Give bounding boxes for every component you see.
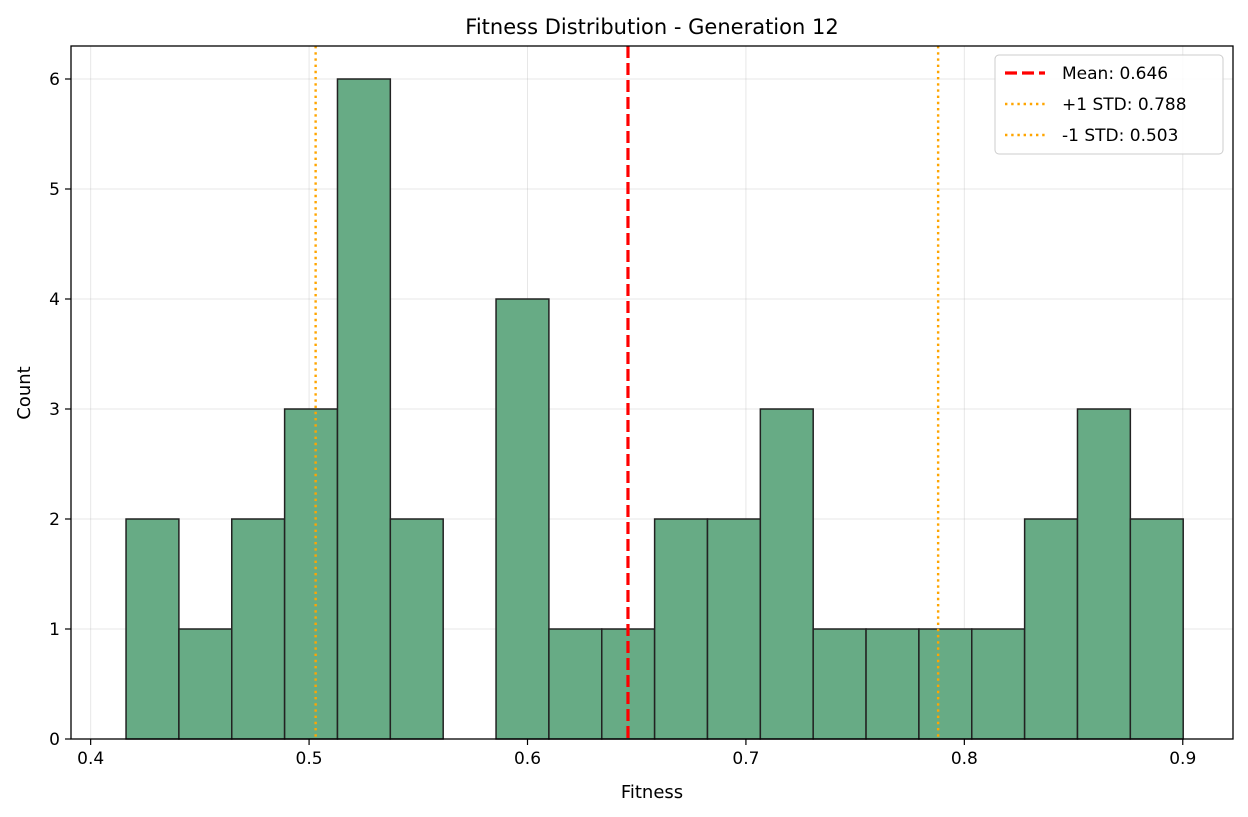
y-tick-label: 6 <box>49 70 60 90</box>
x-tick-label: 0.5 <box>296 749 323 769</box>
chart-title: Fitness Distribution - Generation 12 <box>465 15 838 39</box>
histogram-bar <box>971 628 1026 740</box>
histogram-bar <box>283 408 339 740</box>
x-axis-label: Fitness <box>621 782 683 803</box>
histogram-bar <box>178 628 233 740</box>
y-tick-label: 1 <box>49 620 60 640</box>
x-tick-label: 0.7 <box>732 749 759 769</box>
y-tick-label: 4 <box>49 290 60 310</box>
histogram-bar <box>918 628 973 740</box>
histogram-bar <box>865 628 920 740</box>
x-axis-ticks: 0.4 0.5 0.6 0.7 0.8 0.9 <box>77 739 1196 769</box>
histogram-bar <box>1023 518 1079 740</box>
histogram-bar <box>653 518 709 740</box>
y-tick-label: 0 <box>49 730 60 750</box>
histogram-bar <box>759 408 814 740</box>
legend-label: +1 STD: 0.788 <box>1062 95 1187 115</box>
histogram-bar <box>125 518 180 740</box>
reference-lines <box>314 46 940 739</box>
y-tick-label: 3 <box>49 400 60 420</box>
x-tick-label: 0.9 <box>1169 749 1196 769</box>
legend-label: Mean: 0.646 <box>1062 64 1168 84</box>
x-tick-label: 0.4 <box>77 749 104 769</box>
histogram-bar <box>812 628 867 740</box>
legend: Mean: 0.646 +1 STD: 0.788 -1 STD: 0.503 <box>994 54 1224 155</box>
histogram-bar <box>231 518 286 740</box>
y-axis-ticks: 0 1 2 3 4 5 6 <box>49 70 71 750</box>
x-tick-label: 0.6 <box>514 749 541 769</box>
y-axis-label: Count <box>14 366 35 419</box>
histogram-bars <box>125 78 1184 740</box>
histogram-bar <box>1076 408 1132 740</box>
legend-box <box>994 54 1224 155</box>
x-tick-label: 0.8 <box>951 749 978 769</box>
histogram-bar <box>1129 518 1184 740</box>
histogram-bar <box>495 298 550 740</box>
histogram-bar <box>706 518 762 740</box>
y-tick-label: 2 <box>49 510 60 530</box>
plot-frame <box>70 45 1234 740</box>
legend-label: -1 STD: 0.503 <box>1062 126 1178 146</box>
histogram-bar <box>548 628 603 740</box>
histogram-bar <box>336 78 392 740</box>
histogram-bar <box>389 518 444 740</box>
y-tick-label: 5 <box>49 180 60 200</box>
